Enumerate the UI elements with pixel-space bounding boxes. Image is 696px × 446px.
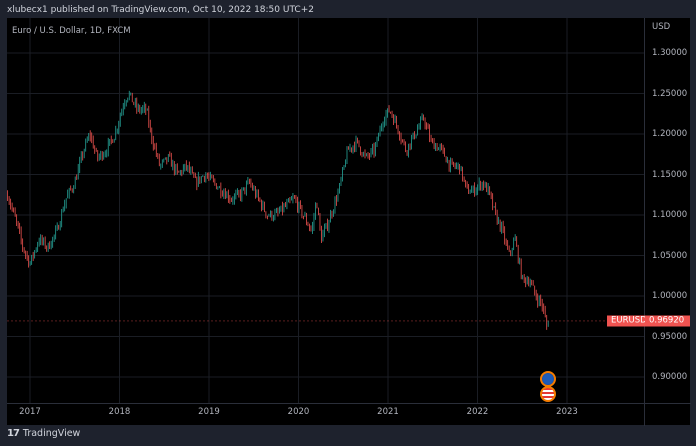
time-tick: 2020 [287,407,310,417]
price-tick: 1.30000 [652,48,688,58]
time-tick: 2019 [198,407,220,417]
price-tick: 1.10000 [652,210,688,220]
time-axis[interactable] [7,403,644,426]
price-tick: 1.20000 [652,129,688,139]
price-tick: 1.15000 [652,169,688,180]
candlestick-chart[interactable] [7,18,644,403]
time-tick: 2018 [108,407,131,417]
time-tick: 2022 [466,407,489,417]
brand-name: TradingView [22,428,81,439]
last-price-symbol-label: EURUSD [607,315,651,327]
footer-brand[interactable]: 17 TradingView [7,428,80,439]
eu-flag-icon[interactable] [540,371,556,387]
price-tick: 1.25000 [652,88,688,99]
us-flag-icon[interactable] [540,386,556,402]
price-axis[interactable] [644,18,691,403]
chart-panel[interactable] [7,18,690,425]
price-tick: 1.05000 [652,250,688,261]
time-tick: 2021 [377,407,399,417]
tradingview-logo-icon: 17 [7,428,20,439]
time-tick: 2017 [19,407,41,417]
publish-header: xlubecx1 published on TradingView.com, O… [7,5,314,15]
price-tick: 0.95000 [652,331,688,342]
price-tick: 0.90000 [652,372,688,382]
last-price-value-label: 0.96920 [645,315,690,327]
currency-label: USD [652,22,671,32]
time-tick: 2023 [556,407,578,417]
symbol-title[interactable]: Euro / U.S. Dollar, 1D, FXCM [12,26,131,36]
price-tick: 1.00000 [652,291,688,301]
axis-corner [644,403,691,426]
